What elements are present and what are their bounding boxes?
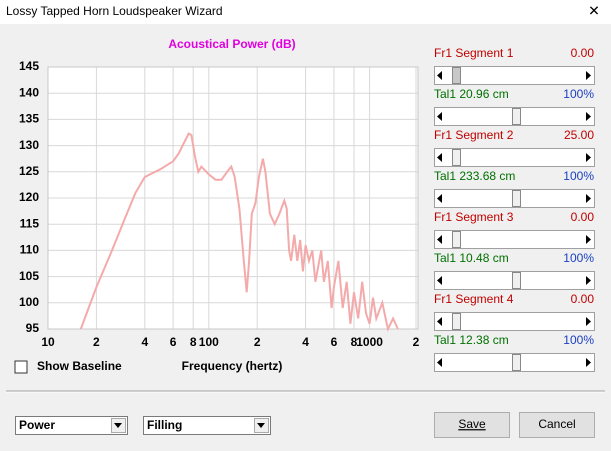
scrollbar-track[interactable]: [434, 312, 595, 331]
slider-value: 100%: [563, 333, 594, 347]
save-button[interactable]: [434, 412, 510, 438]
arrow-icon: [114, 423, 122, 428]
select-box[interactable]: [15, 416, 128, 435]
scroll-right[interactable]: [586, 317, 591, 326]
scroll-right[interactable]: [586, 276, 591, 285]
slider-value: 25.00: [564, 128, 594, 142]
scroll-right[interactable]: [586, 71, 591, 80]
close-button[interactable]: ✕: [588, 3, 600, 19]
x-tick-label: 8: [351, 335, 358, 349]
scroll-right[interactable]: [586, 235, 591, 244]
arrow-icon: [257, 423, 265, 428]
scroll-left[interactable]: [437, 71, 442, 80]
x-tick-label: 6: [331, 335, 338, 349]
cancel-label: Cancel: [538, 417, 575, 431]
checkbox-label[interactable]: Show Baseline: [37, 359, 122, 373]
y-tick-label: 105: [19, 269, 39, 283]
cancel-button[interactable]: [519, 412, 595, 438]
scroll-left[interactable]: [437, 276, 442, 285]
x-tick-label: 100: [199, 335, 219, 349]
select-value: Power: [19, 418, 55, 432]
scrollbar-track[interactable]: [434, 148, 595, 167]
scroll-right[interactable]: [586, 194, 591, 203]
slider-label: Fr1 Segment 2: [434, 128, 514, 142]
scroll-right[interactable]: [586, 153, 591, 162]
save-label: Save: [458, 417, 486, 431]
x-tick-label: 8: [190, 335, 197, 349]
title-bar: [0, 0, 611, 24]
scrollbar-track[interactable]: [434, 66, 595, 85]
y-tick-label: 115: [20, 216, 40, 230]
x-tick-label: 6: [170, 335, 177, 349]
window-title: Lossy Tapped Horn Loudspeaker Wizard: [6, 4, 223, 18]
data-line: [79, 132, 399, 333]
scroll-left[interactable]: [437, 112, 442, 121]
slider-panel: Fr1 Segment 1 0.00 Tal1 20.96 cm 100% Fr1 Se…: [434, 46, 595, 372]
scroll-left[interactable]: [437, 235, 442, 244]
x-tick-label: 4: [302, 335, 309, 349]
slider-label: Tal1 12.38 cm: [434, 333, 509, 347]
scroll-left[interactable]: [437, 358, 442, 367]
slider-label: Tal1 20.96 cm: [434, 87, 509, 101]
mode-select[interactable]: Power: [15, 416, 128, 435]
plot-frame: [47, 66, 419, 330]
scrollbar-thumb[interactable]: [452, 67, 461, 84]
select-box[interactable]: [143, 416, 271, 435]
slider-value: 100%: [563, 251, 594, 265]
scroll-left[interactable]: [437, 153, 442, 162]
scrollbar-thumb[interactable]: [452, 231, 461, 248]
select-value: Filling: [147, 418, 182, 432]
scroll-right[interactable]: [586, 112, 591, 121]
slider-value: 100%: [563, 87, 594, 101]
checkbox[interactable]: [14, 360, 28, 374]
x-tick-label: 10: [41, 335, 55, 349]
scrollbar-thumb[interactable]: [512, 354, 521, 371]
scroll-left[interactable]: [437, 317, 442, 326]
scrollbar-thumb[interactable]: [452, 313, 461, 330]
scroll-left[interactable]: [437, 194, 442, 203]
y-tick-label: 140: [19, 85, 39, 99]
slider-label: Fr1 Segment 1: [434, 46, 514, 60]
y-tick-label: 125: [19, 164, 39, 178]
slider-value: 0.00: [571, 292, 595, 306]
y-tick-label: 95: [26, 321, 40, 335]
slider-value: 0.00: [571, 210, 595, 224]
x-tick-label: 2: [254, 335, 261, 349]
scrollbar-thumb[interactable]: [512, 190, 521, 207]
y-tick-label: 135: [19, 112, 39, 126]
slider-value: 100%: [563, 169, 594, 183]
scrollbar-thumb[interactable]: [512, 272, 521, 289]
fill-select[interactable]: Filling: [143, 416, 271, 435]
scroll-right[interactable]: [586, 358, 591, 367]
slider-value: 0.00: [571, 46, 595, 60]
y-tick-label: 130: [19, 138, 39, 152]
scrollbar-thumb[interactable]: [512, 108, 521, 125]
slider-label: Fr1 Segment 3: [434, 210, 514, 224]
x-tick-label: 1000: [356, 335, 383, 349]
y-tick-label: 145: [19, 59, 39, 73]
x-tick-label: 4: [141, 335, 148, 349]
y-tick-label: 120: [19, 190, 39, 204]
scrollbar-track[interactable]: [434, 230, 595, 249]
x-tick-label: 2: [413, 335, 420, 349]
slider-label: Tal1 10.48 cm: [434, 251, 509, 265]
y-tick-label: 110: [20, 243, 40, 257]
chart-title: Acoustical Power (dB): [168, 37, 295, 51]
scrollbar-thumb[interactable]: [452, 149, 461, 166]
slider-label: Fr1 Segment 4: [434, 292, 514, 306]
slider-label: Tal1 233.68 cm: [434, 169, 515, 183]
x-axis-label: Frequency (hertz): [182, 359, 283, 373]
y-tick-label: 100: [19, 295, 39, 309]
x-tick-label: 2: [93, 335, 100, 349]
